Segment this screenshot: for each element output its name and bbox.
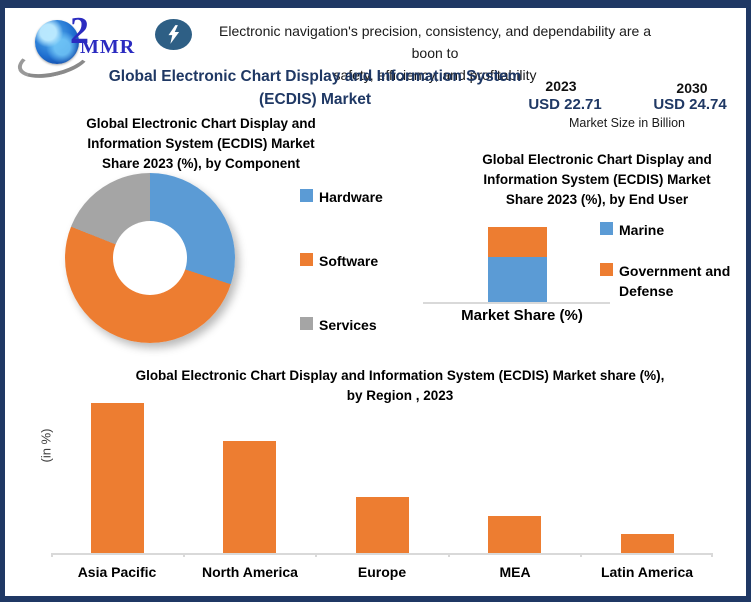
legend-item-marine: Marine [600,220,664,240]
marine-swatch [600,222,613,235]
region-chart-title: Global Electronic Chart Display and Info… [80,366,720,406]
axis-tick [51,553,53,557]
axis-tick [183,553,185,557]
axis-tick [580,553,582,557]
hardware-swatch [300,189,313,202]
mmr-logo: 2 MMR [14,10,167,85]
tagline: Electronic navigation's precision, consi… [205,20,665,86]
enduser-segment-marine [488,257,547,302]
legend-item-services: Services [300,315,377,335]
region-bar [488,515,541,553]
software-swatch [300,253,313,266]
region-cat-label: Europe [357,564,407,580]
donut-hole [113,221,187,295]
lightning-icon [155,19,192,50]
lightning-bolt-glyph [168,25,180,44]
component-chart-title-line2: Information System (ECDIS) Market [87,136,315,151]
enduser-plot [423,227,610,304]
services-label: Services [319,317,377,333]
region-bar [621,534,674,553]
logo-numeral: 2 [70,10,89,52]
market-size-end-year: 2030 [676,80,708,96]
legend-item-hardware: Hardware [300,187,383,207]
globe-icon [35,20,79,64]
enduser-chart-title-line3: Share 2023 (%), by End User [505,192,689,207]
software-label: Software [319,253,379,269]
tagline-line2: safety, efficiency, and profitability [333,67,537,83]
page-title-line2: (ECDIS) Market [259,91,371,108]
services-swatch [300,317,313,330]
market-size-start-year: 2023 [545,78,577,94]
region-cat-label: Asia Pacific [77,564,157,580]
component-chart-title: Global Electronic Chart Display and Info… [41,114,361,174]
enduser-stacked-bar [488,227,547,302]
region-category-labels: Asia Pacific North America Europe MEA La… [51,564,713,584]
legend-item-govdef: Government and Defense [600,261,746,301]
logo-text: MMR [80,36,136,58]
enduser-chart-title-line2: Information System (ECDIS) Market [483,172,711,187]
region-plot [51,396,713,557]
region-chart-title-line1: Global Electronic Chart Display and Info… [135,368,665,383]
market-size-caption: Market Size in Billion [568,116,685,130]
component-chart-title-line1: Global Electronic Chart Display and [86,116,316,131]
component-donut [65,173,235,343]
enduser-segment-govdef [488,227,547,257]
page-title-line1: Global Electronic Chart Display and Info… [108,68,522,85]
marine-label: Marine [619,222,665,238]
enduser-chart-title-line1: Global Electronic Chart Display and [482,152,712,167]
region-cat-label: Latin America [600,564,694,580]
axis-tick [711,553,713,557]
govdef-swatch [600,263,613,276]
enduser-chart-title: Global Electronic Chart Display and Info… [447,150,746,210]
market-size-start-value: USD 22.71 [528,96,602,113]
region-bar [91,403,144,553]
axis-tick [315,553,317,557]
region-chart-title-line2: by Region , 2023 [346,388,454,403]
region-bar [356,496,409,553]
component-chart-title-line3: Share 2023 (%), by Component [101,156,301,171]
region-cat-label: North America [202,564,298,580]
hardware-label: Hardware [319,189,383,205]
region-bar [223,440,276,553]
axis-tick [448,553,450,557]
govdef-label: Government and Defense [619,263,731,299]
tagline-line1: Electronic navigation's precision, consi… [219,23,651,61]
market-size-end-value: USD 24.74 [653,96,727,113]
enduser-xaxis-label: Market Share (%) [461,307,583,324]
legend-item-software: Software [300,251,378,271]
region-cat-label: MEA [499,564,531,580]
page-title: Global Electronic Chart Display and Info… [75,65,555,111]
